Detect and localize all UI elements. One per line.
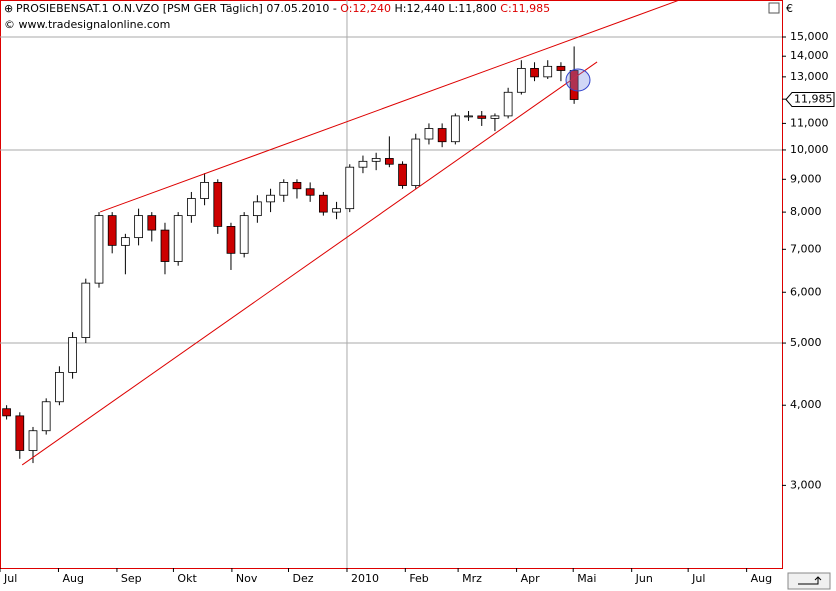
- trendline: [21, 61, 598, 466]
- window-button[interactable]: [768, 2, 780, 14]
- candle-body: [279, 182, 289, 196]
- x-tick-label: Jul: [3, 572, 17, 585]
- candle-body: [516, 68, 526, 93]
- candle-body: [490, 115, 500, 119]
- x-tick-label: Okt: [177, 572, 197, 585]
- y-tick-label: 8,000: [790, 205, 822, 218]
- y-tick-label: 9,000: [790, 172, 822, 185]
- header-close: C:11,985: [500, 2, 550, 15]
- candle-body: [160, 229, 170, 262]
- candle-body: [530, 68, 539, 78]
- candle-body: [464, 115, 473, 118]
- candle-body: [292, 182, 302, 190]
- scroll-button[interactable]: [787, 572, 831, 590]
- candle-body: [437, 128, 447, 143]
- y-tick-label: 5,000: [790, 336, 822, 349]
- candle-body: [2, 408, 11, 417]
- x-tick-label: Feb: [409, 572, 428, 585]
- header: PROSIEBENSAT.1 O.N.VZO [PSM GER Täglich]…: [16, 2, 550, 15]
- candle-body: [81, 282, 91, 338]
- candle-body: [55, 372, 64, 403]
- grid: [0, 0, 782, 568]
- candle-body: [543, 65, 553, 78]
- x-tick-label: 2010: [351, 572, 379, 585]
- y-tick-label: 10,000: [790, 143, 829, 156]
- x-tick-label: Aug: [751, 572, 772, 585]
- candle-body: [305, 188, 315, 196]
- candle-body: [213, 182, 223, 227]
- candle-body: [556, 65, 566, 71]
- candle-body: [477, 115, 487, 119]
- y-tick-label: 6,000: [790, 285, 822, 298]
- scroll-icon: [798, 576, 822, 585]
- y-tick-label: 13,000: [790, 70, 829, 83]
- candle-body: [15, 415, 25, 451]
- last-price-label: 11,985: [794, 93, 833, 106]
- x-tick-label: Dez: [293, 572, 314, 585]
- candle-body: [371, 158, 381, 162]
- y-tick-label: 3,000: [790, 478, 822, 491]
- candle-body: [147, 215, 157, 231]
- candle-body: [318, 194, 328, 213]
- highlight-ellipse: [565, 68, 591, 92]
- candle-body: [332, 208, 341, 213]
- candle-body: [384, 158, 394, 165]
- symbol-icon: ⊕: [4, 2, 13, 15]
- y-tick-label: 4,000: [790, 398, 822, 411]
- candle-body: [424, 128, 434, 140]
- x-tick-label: Aug: [62, 572, 83, 585]
- candle-body: [41, 401, 51, 432]
- candle-body: [266, 194, 275, 203]
- currency: €: [786, 2, 793, 15]
- x-tick-label: Jun: [635, 572, 653, 585]
- header-high-low: H:12,440 L:11,800: [394, 2, 496, 15]
- candle-body: [411, 138, 421, 186]
- candle-body: [94, 215, 104, 284]
- candle-body: [358, 160, 368, 168]
- candle-body: [187, 198, 196, 217]
- plot-frame: [0, 0, 783, 569]
- x-tick-label: Mrz: [462, 572, 482, 585]
- copyright: © www.tradesignalonline.com: [4, 18, 170, 31]
- x-tick-label: Nov: [236, 572, 258, 585]
- candle-body: [173, 215, 183, 262]
- candle-body: [503, 91, 513, 117]
- candle-body: [345, 166, 355, 210]
- header-symbol: PROSIEBENSAT.1 O.N.VZO [PSM GER Täglich]…: [16, 2, 337, 15]
- y-tick-label: 14,000: [790, 49, 829, 62]
- trendline: [100, 0, 680, 213]
- candle-body: [226, 226, 236, 254]
- candle-body: [239, 215, 249, 254]
- y-tick-label: 7,000: [790, 242, 822, 255]
- candle-body: [134, 215, 143, 239]
- x-tick-label: Jul: [691, 572, 705, 585]
- last-price-marker: [785, 92, 835, 108]
- candle-body: [200, 182, 209, 199]
- y-tick-label: 15,000: [790, 30, 829, 43]
- candle-body: [253, 201, 262, 217]
- candle-body: [450, 115, 460, 143]
- axes: 3,000 4,000 5,000 6,000 7,000 8,000 9,000 10,00…: [0, 30, 835, 585]
- candle-body: [68, 337, 77, 373]
- x-tick-label: Apr: [521, 572, 541, 585]
- x-tick-label: Sep: [121, 572, 142, 585]
- candle-body: [121, 237, 130, 246]
- marks: [2, 0, 680, 466]
- candle-body: [107, 215, 117, 246]
- x-tick-label: Mai: [577, 572, 596, 585]
- candle-body: [398, 163, 407, 186]
- header-open: O:12,240: [340, 2, 391, 15]
- y-tick-label: 11,000: [790, 116, 829, 129]
- candle-body: [569, 70, 579, 100]
- candle-body: [28, 430, 38, 451]
